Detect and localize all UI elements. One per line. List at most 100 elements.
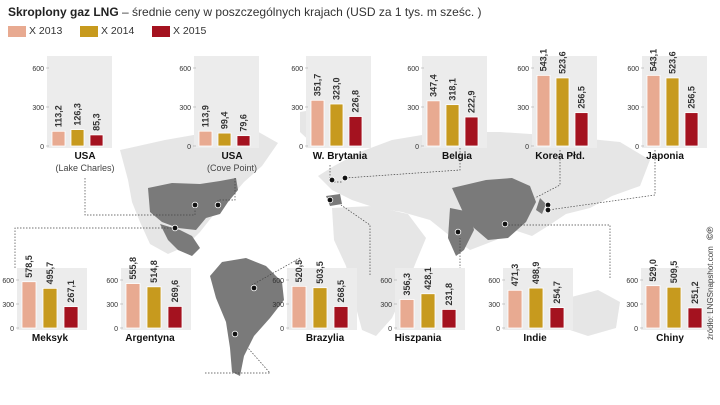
panel-10-value-label-0: 471,3 [510, 264, 520, 287]
map-japan [536, 198, 546, 214]
panel-11: 0 300 600 529,0 509,5 251,2 Chiny [626, 259, 711, 344]
panel-2-ytick-300: 300 [291, 105, 303, 112]
panel-6-bar-2 [63, 306, 79, 329]
panel-11-value-label-2: 251,2 [690, 281, 700, 304]
panel-9-bar-1 [420, 293, 436, 329]
panel-6-ytick-300: 300 [2, 302, 14, 309]
panel-4-value-label-1: 523,6 [558, 51, 568, 74]
panel-9-ytick-600: 600 [380, 278, 392, 285]
panel-5-bar-1 [665, 77, 680, 147]
location-dot-1 [214, 201, 222, 209]
leader-line-6 [14, 227, 175, 268]
legend-label-2015: X 2015 [173, 25, 207, 37]
panel-6-value-label-1: 495,7 [45, 262, 55, 285]
panel-1-bar-0 [198, 130, 213, 147]
panel-7-country-label: Argentyna [125, 333, 175, 344]
location-dot-10 [454, 228, 462, 236]
copyright-symbols: ©℗ [705, 226, 715, 240]
panel-7-value-label-1: 514,8 [149, 260, 159, 283]
panel-2-ytick-600: 600 [291, 66, 303, 73]
location-dot-9 [326, 196, 334, 204]
panel-0-value-label-0: 113,2 [54, 105, 64, 127]
panel-7: 0 300 600 555,8 514,8 269,6 Argentyna [106, 257, 191, 344]
panel-8-ytick-300: 300 [272, 302, 284, 309]
panel-2-value-label-2: 226,8 [351, 90, 361, 113]
panel-7-bar-1 [146, 286, 162, 329]
panel-11-ytick-300: 300 [626, 302, 638, 309]
panel-11-bar-0 [645, 285, 661, 329]
map-australia [560, 290, 620, 336]
leader-line-2 [329, 165, 342, 183]
panel-0-ytick-600: 600 [32, 66, 44, 73]
panel-6-bar-0 [21, 281, 37, 329]
panel-6-ytick-600: 600 [2, 278, 14, 285]
panel-6-value-label-0: 578,5 [24, 255, 34, 278]
panel-5-ytick-300: 300 [627, 105, 639, 112]
panel-10-ytick-0: 0 [496, 326, 500, 333]
panel-0: 0 300 600 113,2 126,3 85,3 USA(Lake Charles) [32, 56, 115, 173]
panel-0-value-label-2: 85,3 [92, 113, 102, 131]
panel-9-ytick-300: 300 [380, 302, 392, 309]
title-line: Skroplony gaz LNG – średnie ceny w poszc… [8, 5, 482, 19]
panel-1-ytick-300: 300 [179, 105, 191, 112]
source-credit-text: źródło: LNGSnapshot.com [706, 246, 715, 340]
panel-5-country-label: Japonia [646, 151, 684, 162]
panel-8-value-label-1: 503,5 [315, 261, 325, 284]
chart-title: Skroplony gaz LNG [8, 5, 119, 19]
panel-3-value-label-1: 318,1 [448, 78, 458, 101]
panel-4-bar-0 [536, 74, 551, 147]
panel-10-value-label-1: 498,9 [531, 262, 541, 285]
location-dot-7 [231, 330, 239, 338]
panel-5-bar-0 [646, 74, 661, 147]
panel-3-bar-0 [426, 100, 441, 147]
panel-10-country-label: Indie [523, 333, 547, 344]
legend-swatch-2014 [80, 26, 98, 37]
panel-8-ytick-0: 0 [280, 326, 284, 333]
panel-5: 0 300 600 543,1 523,6 256,5 Japonia [627, 49, 707, 162]
panel-11-ytick-600: 600 [626, 278, 638, 285]
panel-10-bar-1 [528, 287, 544, 329]
panel-0-value-label-1: 126,3 [73, 103, 83, 126]
panel-1-value-label-0: 113,9 [201, 105, 211, 127]
panel-9-value-label-0: 356,3 [402, 273, 412, 296]
legend-swatch-2013 [8, 26, 26, 37]
leader-line-0 [84, 178, 196, 216]
leader-line-7 [205, 347, 271, 374]
panel-7-value-label-2: 269,6 [170, 280, 180, 303]
panel-5-value-label-0: 543,1 [649, 49, 659, 72]
panel-3-value-label-2: 222,9 [467, 90, 477, 113]
panel-2-bar-2 [348, 116, 363, 147]
leader-lines [14, 148, 656, 374]
panel-7-value-label-0: 555,8 [128, 257, 138, 280]
panel-0-bar-0 [51, 130, 66, 147]
panel-11-value-label-0: 529,0 [648, 259, 658, 282]
panel-4-value-label-2: 256,5 [577, 86, 587, 109]
panel-9-bar-0 [399, 299, 415, 329]
panel-11-value-label-1: 509,5 [669, 261, 679, 284]
panel-3-ytick-300: 300 [407, 105, 419, 112]
panel-4-bar-2 [574, 112, 589, 147]
leader-line-8 [251, 257, 301, 286]
location-dot-5 [544, 206, 552, 214]
location-dot-6 [171, 224, 179, 232]
panel-0-ytick-300: 300 [32, 105, 44, 112]
panel-10-ytick-600: 600 [488, 278, 500, 285]
panel-3-value-label-0: 347,4 [429, 74, 439, 97]
panel-1-value-label-2: 79,6 [239, 114, 249, 132]
panel-1-country-label: USA [221, 151, 242, 162]
panel-4-ytick-300: 300 [517, 105, 529, 112]
leader-line-9 [340, 204, 371, 275]
panel-1-ytick-600: 600 [179, 66, 191, 73]
leader-line-1 [217, 178, 236, 205]
panel-2-bar-0 [310, 99, 325, 147]
panel-7-bar-0 [125, 283, 141, 329]
legend-swatch-2015 [152, 26, 170, 37]
map-south-america [210, 258, 284, 376]
panel-1-country-sublabel: (Cove Point) [207, 163, 257, 173]
panel-6-value-label-2: 267,1 [66, 280, 76, 303]
panel-0-bar-2 [89, 134, 104, 147]
map-mexico [160, 224, 200, 256]
panel-0-bar-1 [70, 129, 85, 147]
panel-4-ytick-0: 0 [525, 144, 529, 151]
